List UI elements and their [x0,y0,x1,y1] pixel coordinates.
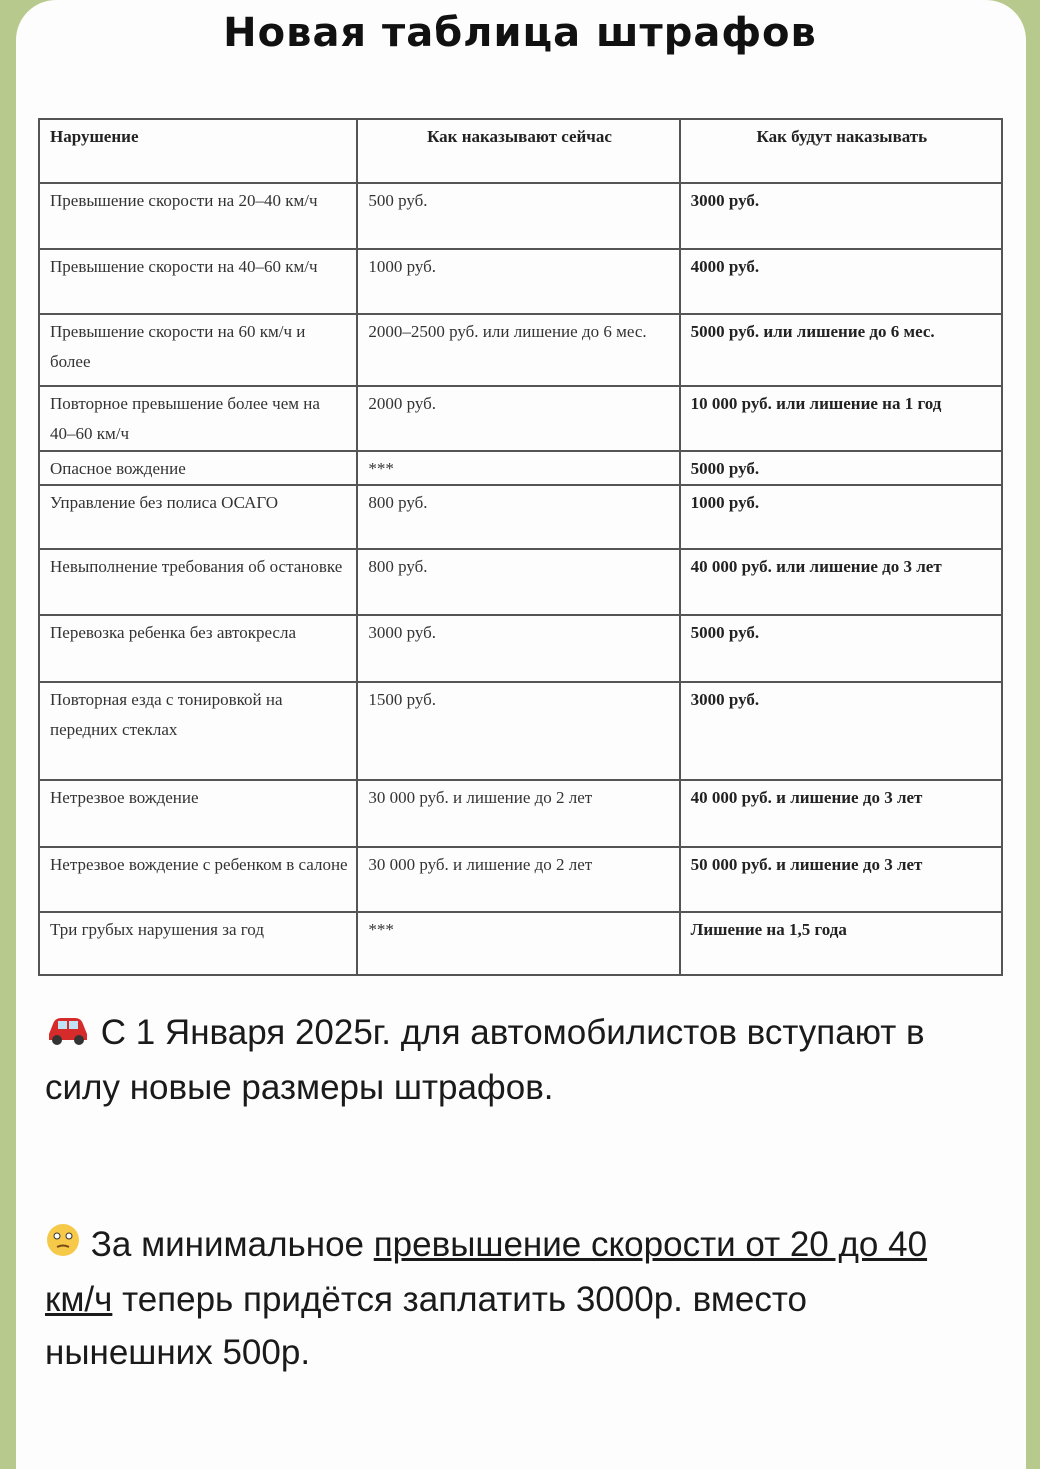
current-fine-cell: *** [356,911,681,976]
new-fine-cell: 1000 руб. [678,484,1004,550]
new-fine-cell: 4000 руб. [678,248,1004,315]
header-future: Как будут наказывать [678,118,1004,184]
table-row: Нетрезвое вождение с ребенком в салоне 30… [37,846,1004,913]
table-row: Управление без полиса ОСАГО 800 руб. 1000 … [37,484,1004,550]
fines-table: Нарушение Как наказывают сейчас Как буду… [37,118,1004,976]
post-text-2b: теперь придётся заплатить 3000р. вместо … [45,1280,807,1373]
new-fine-cell: 5000 руб. или лишение до 6 мес. [678,313,1004,387]
current-fine-cell: 500 руб. [356,182,681,250]
new-fine-cell: 10 000 руб. или лишение на 1 год [678,385,1004,452]
current-fine-cell: 2000–2500 руб. или лишение до 6 мес. [356,313,681,387]
new-fine-cell: 3000 руб. [678,182,1004,250]
violation-cell: Нетрезвое вождение с ребенком в салоне [37,846,359,913]
post-text-1: С 1 Января 2025г. для автомобилистов вст… [45,1013,925,1108]
header-violation: Нарушение [37,118,359,184]
new-fine-cell: 50 000 руб. и лишение до 3 лет [678,846,1004,913]
table-header-row: Нарушение Как наказывают сейчас Как буду… [37,118,1004,184]
current-fine-cell: 1500 руб. [356,681,681,781]
table-row: Перевозка ребенка без автокресла 3000 руб… [37,614,1004,683]
current-fine-cell: 3000 руб. [356,614,681,683]
post-text-2a: За минимальное [90,1225,374,1264]
table-row: Превышение скорости на 60 км/ч и более 20… [37,313,1004,387]
table-row: Невыполнение требования об остановке 800 … [37,548,1004,616]
current-fine-cell: 2000 руб. [356,385,681,452]
image-title: Новая таблица штрафов [223,10,817,56]
violation-cell: Превышение скорости на 40–60 км/ч [37,248,359,315]
current-fine-cell: *** [356,450,681,486]
violation-cell: Превышение скорости на 20–40 км/ч [37,182,359,250]
current-fine-cell: 30 000 руб. и лишение до 2 лет [356,846,681,913]
violation-cell: Перевозка ребенка без автокресла [37,614,359,683]
current-fine-cell: 800 руб. [356,548,681,616]
new-fine-cell: 5000 руб. [678,614,1004,683]
table-row: Повторное превышение более чем на 40–60 … [37,385,1004,452]
new-fine-cell: 40 000 руб. или лишение до 3 лет [678,548,1004,616]
current-fine-cell: 1000 руб. [356,248,681,315]
violation-cell: Три грубых нарушения за год [37,911,359,976]
thinking-face-icon [45,1220,81,1273]
table-row: Опасное вождение *** 5000 руб. [37,450,1004,486]
violation-cell: Невыполнение требования об остановке [37,548,359,616]
violation-cell: Нетрезвое вождение [37,779,359,848]
speeding-link[interactable]: превышение скорости от 20 до 40 км/ч [45,1225,928,1320]
violation-cell: Повторная езда с тонировкой на передних … [37,681,359,781]
header-current: Как наказывают сейчас [356,118,681,184]
violation-cell: Управление без полиса ОСАГО [37,484,359,550]
table-row: Повторная езда с тонировкой на передних … [37,681,1004,781]
new-fine-cell: Лишение на 1,5 года [678,911,1004,976]
violation-cell: Превышение скорости на 60 км/ч и более [37,313,359,387]
table-row: Превышение скорости на 20–40 км/ч 500 руб… [37,182,1004,250]
post-paragraph-1: С 1 Января 2025г. для автомобилистов вст… [45,1006,985,1114]
new-fine-cell: 3000 руб. [678,681,1004,781]
violation-cell: Повторное превышение более чем на 40–60 … [37,385,359,452]
table-row: Три грубых нарушения за год *** Лишение на… [37,911,1004,976]
new-fine-cell: 40 000 руб. и лишение до 3 лет [678,779,1004,848]
table-row: Превышение скорости на 40–60 км/ч 1000 ру… [37,248,1004,315]
violation-cell: Опасное вождение [37,450,359,486]
post-paragraph-2: За минимальное превышение скорости от 20… [45,1218,945,1379]
current-fine-cell: 800 руб. [356,484,681,550]
current-fine-cell: 30 000 руб. и лишение до 2 лет [356,779,681,848]
car-icon [45,1008,91,1061]
table-row: Нетрезвое вождение 30 000 руб. и лишение … [37,779,1004,848]
new-fine-cell: 5000 руб. [678,450,1004,486]
